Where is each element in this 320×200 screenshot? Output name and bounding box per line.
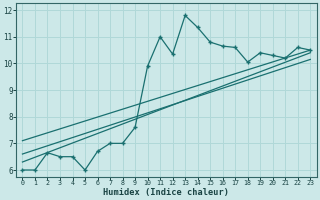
X-axis label: Humidex (Indice chaleur): Humidex (Indice chaleur) xyxy=(103,188,229,197)
